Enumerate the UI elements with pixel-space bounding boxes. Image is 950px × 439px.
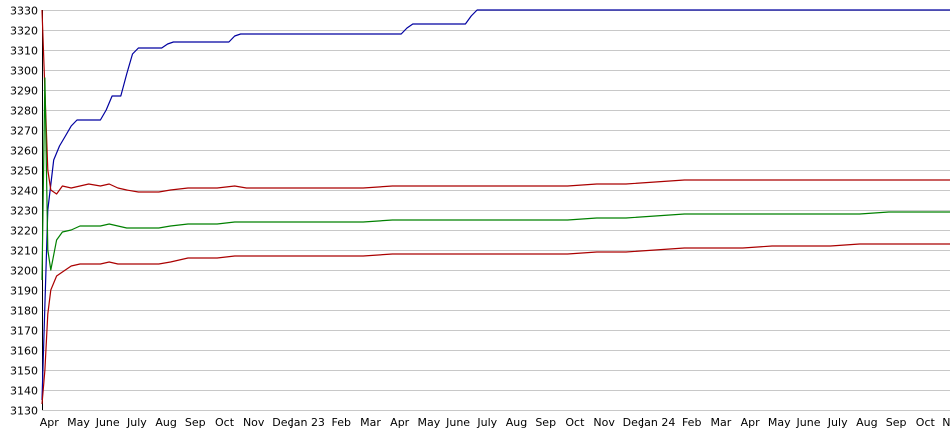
x-tick-label: Oct	[916, 416, 936, 429]
y-tick-label: 3270	[10, 125, 38, 138]
series-line-3	[41, 77, 950, 281]
y-tick-label: 3150	[10, 365, 38, 378]
x-tick-label: Mar	[360, 416, 381, 429]
y-tick-label: 3280	[10, 105, 38, 118]
series-line-4	[41, 243, 950, 405]
x-tick-label: Jan 24	[640, 416, 675, 429]
x-tick-label: July	[827, 416, 848, 429]
x-tick-label: Feb	[332, 416, 351, 429]
y-tick-label: 3330	[10, 5, 38, 18]
y-tick-label: 3320	[10, 25, 38, 38]
y-tick-label: 3260	[10, 145, 38, 158]
x-tick-label: Apr	[40, 416, 60, 429]
x-tick-label: Dec	[272, 416, 293, 429]
x-tick-label: July	[476, 416, 497, 429]
x-tick-label: Apr	[741, 416, 761, 429]
x-tick-label: Jan 23	[289, 416, 324, 429]
x-tick-label: May	[418, 416, 441, 429]
y-axis: 3130 3140 3150 3160 3170 3180 3190 3200 3210 3220…	[10, 5, 43, 418]
x-tick-label: Dec	[623, 416, 644, 429]
x-tick-label: Apr	[390, 416, 410, 429]
y-tick-label: 3290	[10, 85, 38, 98]
y-tick-label: 3190	[10, 285, 38, 298]
x-tick-label: June	[95, 416, 120, 429]
x-tick-label: Aug	[856, 416, 877, 429]
y-tick-label: 3310	[10, 45, 38, 58]
x-tick-label: Nov	[942, 416, 950, 429]
y-tick-label: 3180	[10, 305, 38, 318]
y-tick-label: 3210	[10, 245, 38, 258]
x-tick-label: May	[67, 416, 90, 429]
series-line-2	[41, 9, 950, 195]
y-tick-label: 3140	[10, 385, 38, 398]
x-tick-label: Aug	[506, 416, 527, 429]
x-tick-label: July	[126, 416, 147, 429]
y-tick-label: 3200	[10, 265, 38, 278]
x-tick-label: Nov	[593, 416, 615, 429]
y-tick-label: 3300	[10, 65, 38, 78]
y-tick-label: 3160	[10, 345, 38, 358]
y-tick-label: 3130	[10, 405, 38, 418]
series-line-1	[41, 9, 950, 401]
x-tick-label: Aug	[155, 416, 176, 429]
series-group	[41, 9, 950, 405]
x-tick-label: Sep	[535, 416, 556, 429]
y-tick-label: 3170	[10, 325, 38, 338]
y-tick-label: 3250	[10, 165, 38, 178]
x-tick-label: June	[796, 416, 821, 429]
x-tick-label: Mar	[711, 416, 732, 429]
x-tick-label: Nov	[243, 416, 265, 429]
x-tick-label: Oct	[215, 416, 235, 429]
x-tick-label: Sep	[886, 416, 907, 429]
y-tick-label: 3240	[10, 185, 38, 198]
x-tick-label: May	[768, 416, 791, 429]
grid	[42, 10, 950, 411]
y-tick-label: 3230	[10, 205, 38, 218]
x-tick-label: Feb	[682, 416, 701, 429]
y-tick-label: 3220	[10, 225, 38, 238]
x-tick-label: June	[445, 416, 470, 429]
x-tick-label: Sep	[185, 416, 206, 429]
x-tick-label: Oct	[565, 416, 585, 429]
